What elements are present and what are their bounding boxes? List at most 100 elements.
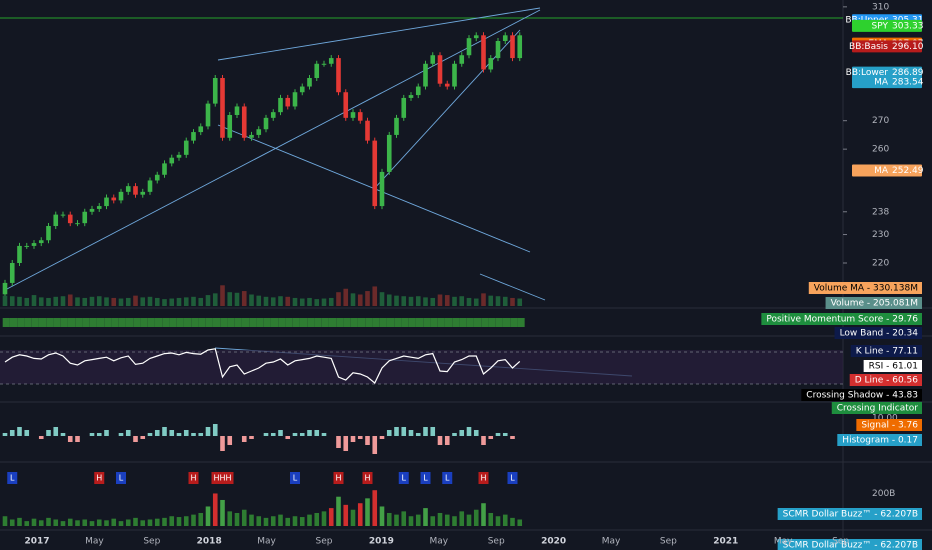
macd-histogram [60,433,66,436]
candle-body [292,92,298,107]
indicator-badge [808,282,922,294]
candle-body [227,115,233,138]
macd-histogram [241,436,247,442]
macd-histogram [263,433,269,436]
signal-marker: H [480,474,486,483]
buzz-bar [17,517,22,526]
buzz-bar [365,498,370,526]
macd-histogram [488,436,494,439]
momentum-bar [46,318,54,327]
macd-histogram [17,427,22,436]
momentum-bar [169,318,177,327]
candle-body [452,63,457,87]
volume-bar [307,297,312,306]
volume-bar [357,294,363,306]
momentum-bar [212,318,221,327]
momentum-bar [292,318,300,327]
candle-body [169,157,175,164]
momentum-bar [17,318,25,327]
signal-badge [442,472,453,484]
volume-bar [408,296,414,306]
candle-body [17,245,22,263]
buzz-bar [350,509,356,526]
candle-body [379,171,385,207]
buzz-bar [60,521,66,526]
volume-bar [249,294,254,306]
macd-histogram [53,427,59,436]
candle-body [205,103,211,127]
candle-body [234,106,240,115]
candle-body [444,83,450,87]
momentum-bar [473,318,482,327]
volume-bar [278,296,283,306]
volume-bar [140,297,146,306]
volume-bar [89,296,95,306]
indicator-badge [834,327,922,339]
momentum-bar [307,318,315,327]
momentum-bar [234,318,242,327]
candle-body [140,191,146,195]
signal-marker: H [335,474,341,483]
candle-body [9,263,15,283]
macd-histogram [401,427,407,436]
macd-histogram [314,430,320,436]
volume-bar [205,295,211,306]
momentum-bar [220,318,228,327]
macd-histogram [379,436,385,439]
candle-body [125,186,131,192]
signal-marker: H [190,474,196,483]
macd-histogram [430,427,436,436]
time-label: 2021 [713,537,738,547]
time-label: Sep [660,537,677,547]
volume-bar [162,299,167,306]
buzz-bar [133,517,138,526]
buzz-bar [379,506,385,526]
indicator-label: Histogram - 0.17 [842,436,918,446]
price-tick-label: 230 [872,230,889,240]
macd-histogram [350,436,356,442]
rsi-line [4,348,521,384]
buzz-bar [502,514,508,526]
indicator-badge [777,539,922,550]
indicator-badge [837,434,922,446]
buzz-bar [495,516,501,526]
volume-bar [423,297,428,306]
momentum-bar [495,318,503,327]
momentum-bar [343,318,351,327]
candle-body [67,214,73,224]
momentum-bar [263,318,271,327]
signal-marker: L [119,474,124,483]
volume-bar [372,286,378,306]
candle-body [24,245,30,247]
momentum-bar [133,318,141,327]
badge-name: BB:Lower [846,68,889,78]
candle-body [2,282,8,295]
momentum-bar [437,318,445,327]
macd-histogram [96,433,102,436]
buzz-bar [118,521,124,526]
volume-bar [444,295,450,306]
price-tick-label: 220 [872,259,889,269]
volume-bar [241,291,247,306]
momentum-bar [256,318,264,327]
volume-bar [38,297,44,306]
volume-bar [227,292,233,306]
macd-histogram [220,436,225,451]
candle-body [89,208,95,212]
buzz-bar [169,516,175,526]
momentum-bar [488,318,496,327]
buzz-bar [321,511,327,526]
momentum-bar [75,318,83,327]
volume-bar [459,296,465,306]
macd-histogram [343,436,349,451]
indicator-badge [761,313,922,325]
time-label: May [429,537,448,547]
candle-body [285,97,291,107]
momentum-bar [386,318,395,327]
volume-bar [481,293,486,306]
macd-histogram [285,436,291,439]
buzz-bar [314,512,320,526]
volume-bar [256,295,262,306]
candle-body [437,55,443,84]
